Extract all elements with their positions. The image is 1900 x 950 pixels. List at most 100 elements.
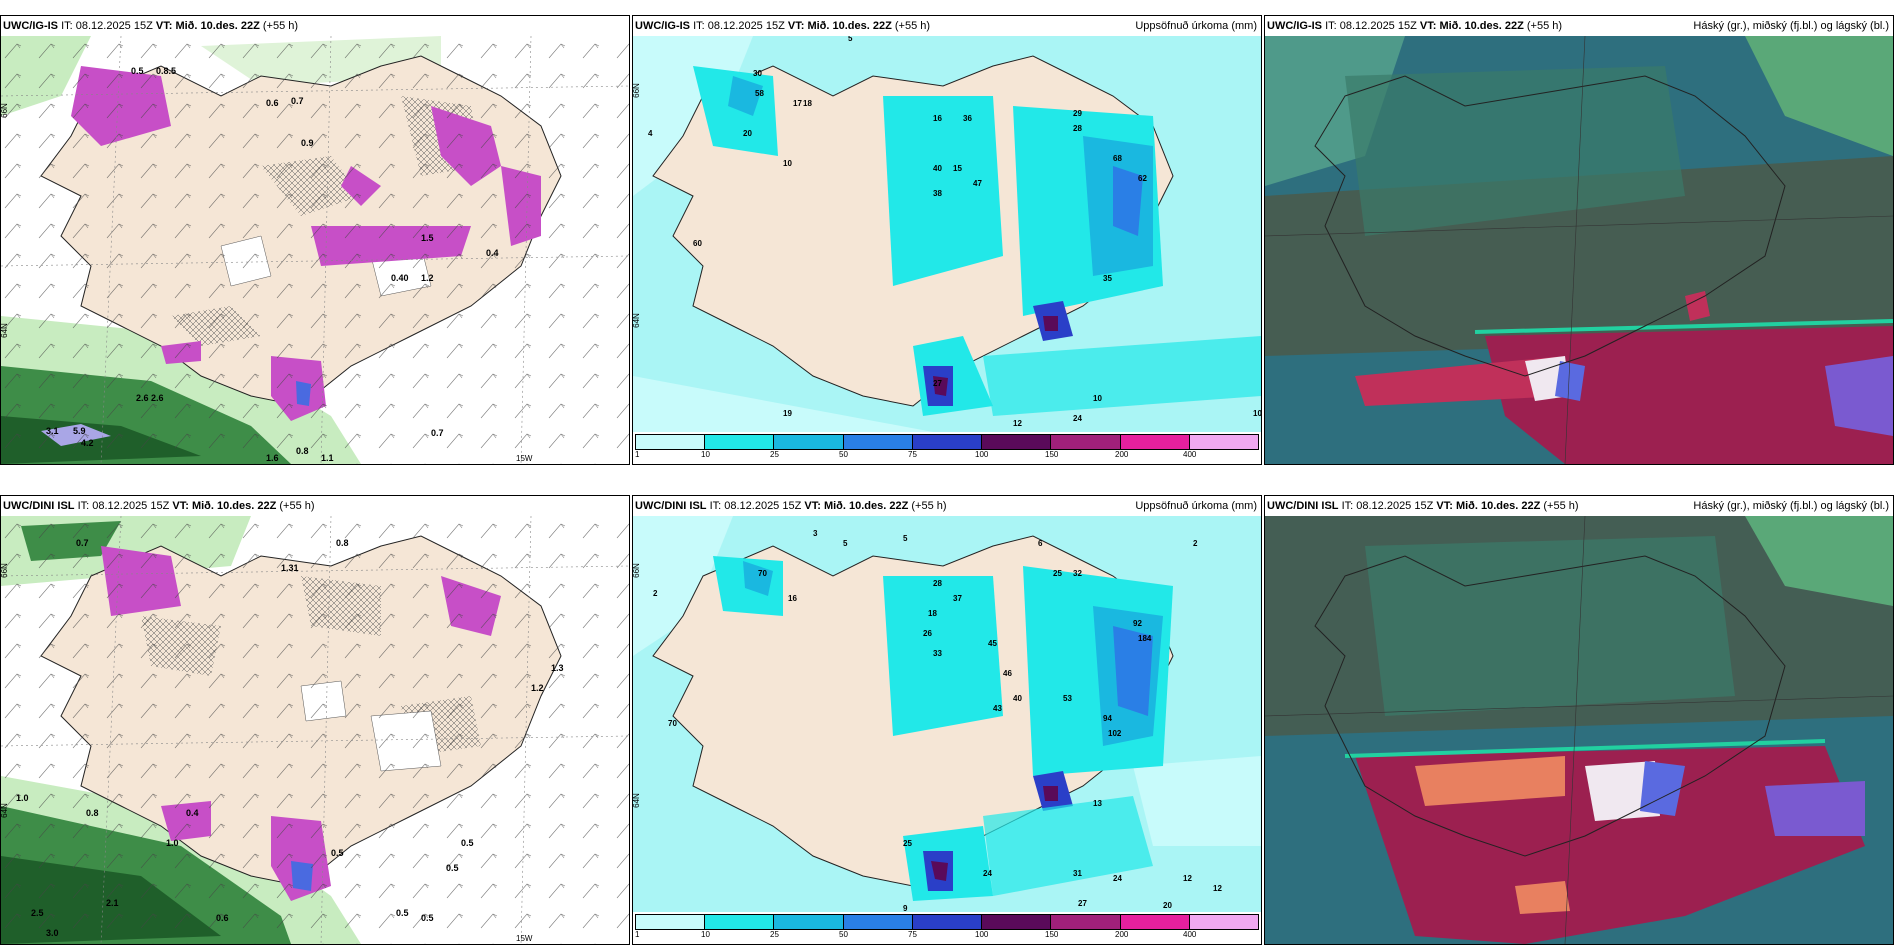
vt-value: Mið. 10.des. 22Z: [807, 20, 892, 32]
value-label: 94: [1103, 714, 1112, 723]
value-label: 19: [783, 409, 792, 418]
value-label: 43: [993, 704, 1002, 713]
value-label: 33: [933, 649, 942, 658]
blue-east-core: [1113, 626, 1153, 716]
value-label: 2: [1193, 539, 1198, 548]
value-label: 2.5: [31, 908, 44, 918]
colorbar-tick: 75: [908, 930, 917, 939]
value-label: 10: [783, 159, 792, 168]
sea-light-south: [633, 376, 933, 432]
map-svg: [1265, 516, 1893, 944]
orange-band: [1415, 756, 1565, 806]
value-label: 31: [1073, 869, 1082, 878]
value-label: 92: [1133, 619, 1142, 628]
value-label: 18: [803, 99, 812, 108]
value-label: 20: [743, 129, 752, 138]
value-label: 18: [928, 609, 937, 618]
value-label: 20: [1163, 901, 1172, 910]
value-label: 5: [903, 534, 908, 543]
value-label: 9: [903, 904, 908, 912]
red-band: [1485, 326, 1893, 464]
blue-nw: [743, 561, 773, 596]
value-label: 38: [933, 189, 942, 198]
value-label: 2.6: [136, 393, 149, 403]
purple-south: [931, 861, 948, 881]
panel-dini-wind: UWC/DINI ISL IT: 08.12.2025 15Z VT: Mið.…: [0, 495, 630, 945]
value-label: 24: [983, 869, 992, 878]
blue-east-core: [1113, 166, 1143, 236]
value-label: 12: [1183, 874, 1192, 883]
map-svg: 0.7 0.8 1.31 0.5 1.0 0.8 0.4 1.0 2.5 2.1…: [1, 516, 629, 944]
colorbar-swatch: [912, 915, 983, 929]
value-label: 0.5: [331, 848, 344, 858]
right-title: Uppsöfnuð úrkoma (mm): [1135, 500, 1257, 512]
red-band-west: [1355, 356, 1565, 406]
model-name: UWC/IG-IS: [1267, 20, 1322, 32]
colorbar-swatch: [636, 915, 706, 929]
value-label: 5: [848, 36, 853, 43]
value-label: 0.40: [391, 273, 409, 283]
value-label: 70: [668, 719, 677, 728]
colorbar-tick: 100: [975, 930, 989, 939]
value-label: 15: [953, 164, 962, 173]
vt-value: Mið. 10.des. 22Z: [1439, 20, 1524, 32]
value-label: 1.0: [166, 838, 179, 848]
value-label: 24: [1113, 874, 1122, 883]
value-label: 24: [1073, 414, 1082, 423]
model-name: UWC/DINI ISL: [1267, 500, 1339, 512]
colorbar-swatch: [1120, 435, 1190, 449]
precip-colorbar: 1 10 25 50 75 100 150 200 400: [635, 914, 1259, 942]
green-ne: [1745, 516, 1893, 606]
value-label: 5.9: [73, 426, 86, 436]
it-value: 08.12.2025 15Z: [1339, 20, 1417, 32]
vt-label: VT:: [1419, 20, 1437, 32]
model-name: UWC/DINI ISL: [635, 500, 707, 512]
model-name: UWC/DINI ISL: [3, 500, 75, 512]
value-label: 0.5: [461, 838, 474, 848]
colorbar-swatch: [1051, 435, 1121, 449]
model-name: UWC/IG-IS: [3, 20, 58, 32]
value-label: 0.5: [396, 908, 409, 918]
it-value: 08.12.2025 15Z: [92, 500, 170, 512]
lat-label: 66N: [0, 103, 9, 118]
colorbar-tick: 75: [908, 450, 917, 459]
value-label: 25: [1053, 569, 1062, 578]
value-label: 0.7: [431, 428, 444, 438]
value-label: 3.1: [46, 426, 59, 436]
it-label: IT:: [709, 500, 722, 512]
lat-label: 66N: [632, 83, 641, 98]
colorbar-tick: 25: [770, 450, 779, 459]
value-label: 37: [953, 594, 962, 603]
it-label: IT:: [693, 20, 705, 32]
value-label: 58: [755, 89, 764, 98]
value-label: 3: [813, 529, 818, 538]
colorbar-swatch: [1120, 915, 1190, 929]
colorbar-tick: 150: [1045, 450, 1059, 459]
lead-time: (+55 h): [1526, 20, 1563, 32]
it-value: 08.12.2025 15Z: [75, 20, 153, 32]
lat-label: 64N: [0, 323, 9, 338]
colorbar-tick: 400: [1183, 930, 1197, 939]
panel-title: UWC/DINI ISL IT: 08.12.2025 15Z VT: Mið.…: [633, 496, 1261, 516]
cyan-south-sea: [983, 796, 1153, 896]
value-label: 0.8: [86, 808, 99, 818]
value-label: 30: [753, 69, 762, 78]
colorbar-swatch: [705, 915, 775, 929]
lead-time: (+55 h): [1543, 500, 1579, 512]
lead-time: (+55 h): [262, 20, 299, 32]
colorbar-swatch: [774, 435, 844, 449]
teal-overlay: [1365, 536, 1735, 716]
value-label: 2: [653, 589, 658, 598]
value-label: 2.1: [106, 898, 119, 908]
value-label: 12: [1013, 419, 1022, 428]
colorbar-swatch: [774, 915, 844, 929]
it-label: IT:: [1341, 500, 1354, 512]
value-label: 53: [1063, 694, 1072, 703]
vt-value: Mið. 10.des. 22Z: [191, 500, 277, 512]
colorbar-tick: 1: [635, 930, 640, 939]
colorbar-swatch: [843, 915, 913, 929]
value-label: 4: [648, 129, 653, 138]
colorbar-tick: 200: [1115, 930, 1129, 939]
colorbar-swatch: [1189, 915, 1258, 929]
purple-south: [933, 376, 948, 396]
